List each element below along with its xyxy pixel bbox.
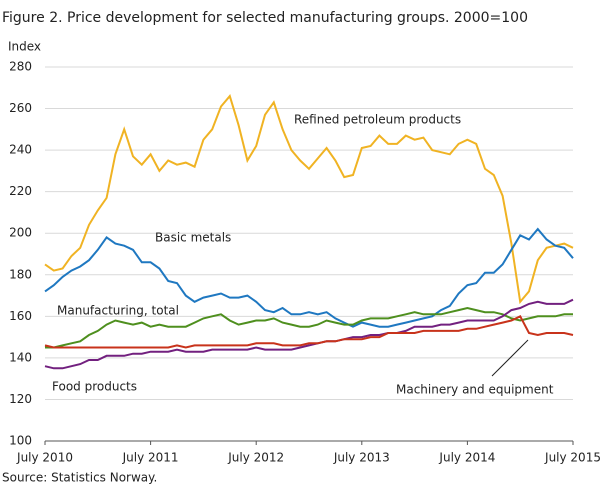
y-tick-label: 280 xyxy=(9,60,32,74)
y-tick-label: 180 xyxy=(9,267,32,281)
y-tick-label: 220 xyxy=(9,184,32,198)
series-label: Machinery and equipment xyxy=(396,383,554,397)
series-line xyxy=(44,314,574,349)
y-axis-label: Index xyxy=(8,40,41,54)
x-tick-label: July 2012 xyxy=(227,451,284,465)
source: Source: Statistics Norway. xyxy=(2,471,157,485)
x-tick-label: July 2011 xyxy=(122,451,179,465)
y-tick-label: 160 xyxy=(9,309,32,323)
x-tick-label: July 2015 xyxy=(544,451,601,465)
series-label: Manufacturing, total xyxy=(57,304,179,318)
x-tick-label: July 2013 xyxy=(333,451,390,465)
y-tick-label: 100 xyxy=(9,434,32,448)
chart-title: Figure 2. Price development for selected… xyxy=(2,10,528,26)
series-label: Refined petroleum products xyxy=(294,113,461,127)
label-pointer xyxy=(491,339,529,377)
series-label: Basic metals xyxy=(155,231,231,245)
x-tick-label: July 2010 xyxy=(16,451,73,465)
series-label: Food products xyxy=(52,380,137,394)
series-line xyxy=(44,227,574,328)
y-tick-label: 240 xyxy=(9,143,32,157)
y-tick-label: 140 xyxy=(9,350,32,364)
series-line xyxy=(44,298,574,370)
series-line xyxy=(45,306,573,349)
y-tick-label: 260 xyxy=(9,101,32,115)
y-tick-label: 120 xyxy=(9,392,32,406)
y-tick-label: 200 xyxy=(9,226,32,240)
x-tick-label: July 2014 xyxy=(438,451,495,465)
series-line xyxy=(44,94,574,305)
